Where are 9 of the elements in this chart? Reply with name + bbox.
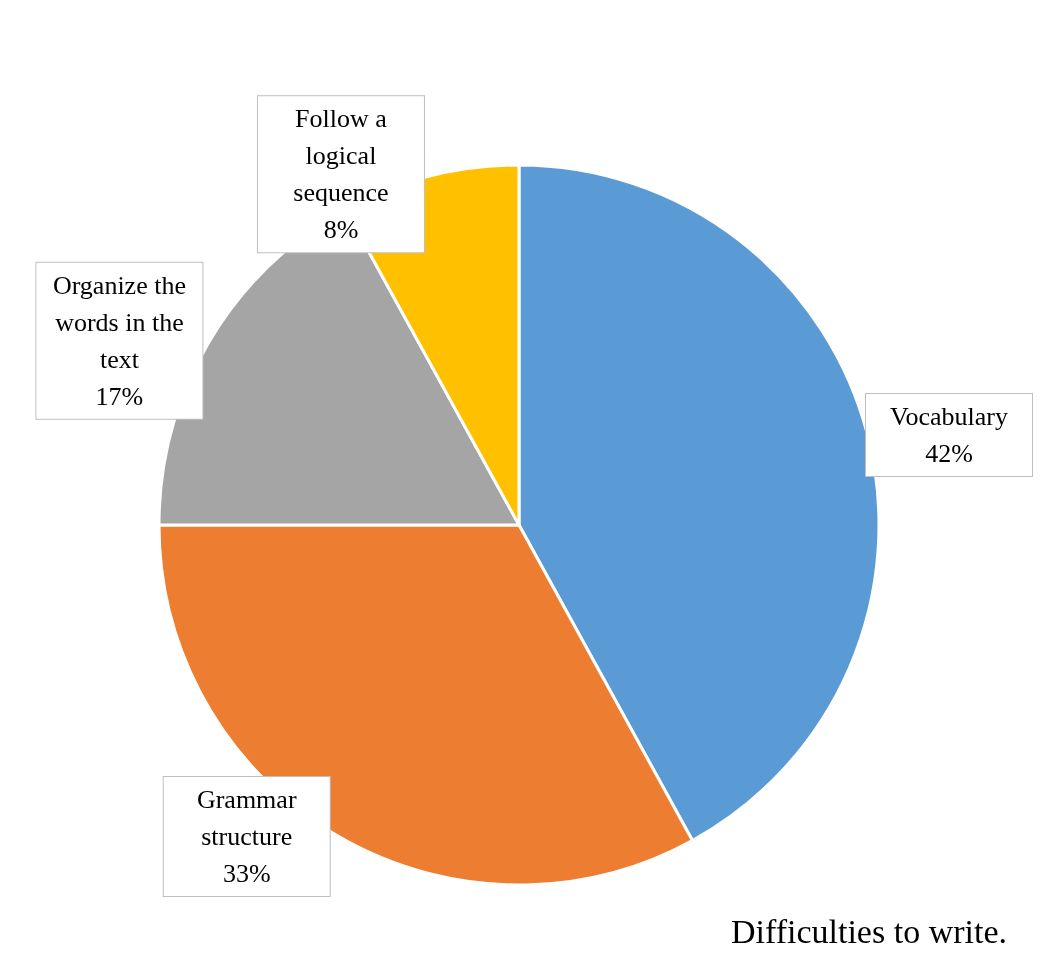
slice-label: Follow a logical sequence: [293, 104, 389, 208]
slice-label: Grammar structure: [196, 785, 297, 852]
text: Difficulties to write.: [730, 912, 1008, 950]
data-label: 42%: [925, 438, 973, 468]
data-label: 33%: [222, 859, 271, 889]
data-label: 8%: [323, 215, 359, 245]
slice-label: Organize the words in the text: [52, 270, 186, 374]
slice-label: Vocabulary: [890, 401, 1008, 431]
data-label: 17%: [95, 381, 144, 411]
